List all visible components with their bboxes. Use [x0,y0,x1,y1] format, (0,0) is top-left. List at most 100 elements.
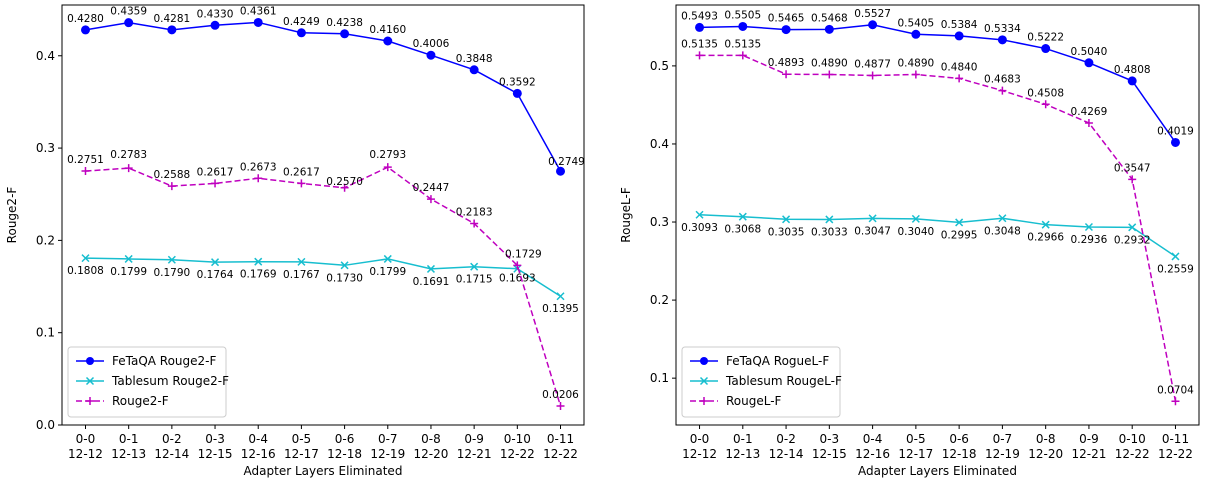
series-line [85,21,562,172]
x-tick-label-line: 12-15 [812,447,847,461]
x-tick-label: 0-2 12-14 [769,432,804,461]
series-line [699,23,1177,143]
data-label: 0.5135 [681,38,718,50]
data-label: 0.4019 [1157,125,1194,137]
x-tick-label-line: 0-10 [504,432,531,446]
data-label: 0.2617 [283,166,320,178]
data-point [470,219,479,228]
plot-frame [61,4,585,426]
legend-marker [700,357,708,365]
plot-frame [675,4,1200,426]
data-label: 0.3040 [897,226,934,238]
data-label: 0.1799 [369,266,406,278]
x-tick-label-line: 12-20 [1028,447,1063,461]
data-label: 0.2936 [1071,234,1108,246]
chart-rougel: 0.10.20.30.40.50-0 12-120-1 12-130-2 12-140… [619,4,1200,478]
x-tick-label: 0-8 12-20 [414,432,449,461]
x-tick-label-line: 12-14 [154,447,189,461]
data-label: 0.3047 [854,225,891,237]
data-label: 0.4840 [941,61,978,73]
legend-marker [700,397,708,405]
x-tick-label-line: 12-19 [985,447,1020,461]
data-label: 0.3592 [499,76,536,88]
y-tick-label: 0.0 [36,418,55,432]
series-fetaqa-rouge2-f: 0.4280 0.4359 0.4281 0.4330 0.4361 0.4249 0.42… [67,5,585,176]
data-point [1041,44,1051,54]
legend-marker [86,357,94,365]
y-tick-label: 0.4 [650,137,669,151]
data-label: 0.3093 [681,222,718,234]
x-tick-label: 0-6 12-18 [942,432,977,461]
data-point [997,35,1007,45]
data-point [211,258,220,267]
data-label: 0.5505 [724,9,761,21]
legend-box [681,346,841,418]
data-label: 0.1730 [326,272,363,284]
data-point [1041,220,1050,229]
x-tick-label-line: 0-4 [863,432,883,446]
x-tick-label-line: 0-2 [776,432,796,446]
x-tick-label-line: 12-15 [198,447,233,461]
x-tick-label-line: 12-22 [500,447,535,461]
data-point [297,179,306,188]
data-label: 0.2995 [941,229,978,241]
x-tick-label-line: 0-9 [1079,432,1099,446]
data-point [911,214,920,223]
x-tick-label-line: 0-7 [993,432,1013,446]
data-label: 0.4006 [413,38,450,50]
data-label: 0.4269 [1071,106,1108,118]
data-point [470,262,479,271]
data-point [469,65,479,75]
x-tick-label: 0-1 12-13 [111,432,146,461]
data-point [1171,252,1180,261]
x-tick-label-line: 12-17 [284,447,319,461]
data-label: 0.5135 [724,38,761,50]
data-point [998,214,1007,223]
data-label: 0.2673 [240,161,277,173]
data-point [513,261,522,270]
x-tick-label-line: 12-20 [414,447,449,461]
legend-marker [699,376,709,386]
data-label: 0.4249 [283,16,320,28]
x-tick-label-line: 12-21 [457,447,492,461]
x-tick-label: 0-3 12-15 [198,432,233,461]
y-tick-label: 0.3 [650,215,669,229]
data-point [1041,100,1050,109]
data-label: 0.5040 [1071,46,1108,58]
data-point [296,28,306,38]
data-label: 0.5405 [897,17,934,29]
data-label: 0.4683 [984,74,1021,86]
data-point [1127,76,1137,86]
y-tick-label: 0.2 [650,293,669,307]
data-point [1171,397,1180,406]
y-axis-label: Rouge2-F [5,187,19,244]
data-point [80,25,90,35]
series-line [85,166,562,407]
data-point [911,29,921,39]
y-tick-label: 0.1 [36,326,55,340]
x-tick-label-line: 0-7 [378,432,398,446]
data-label: 0.5334 [984,23,1021,35]
x-tick-label-line: 12-13 [725,447,760,461]
data-point [340,261,349,270]
data-point [824,24,834,34]
y-tick-label: 0.1 [650,371,669,385]
data-label: 0.2783 [110,149,147,161]
x-tick-label: 0-9 12-21 [1071,432,1106,461]
y-tick-label: 0.4 [36,49,55,63]
x-tick-label: 0-10 12-22 [500,432,535,461]
data-point [868,214,877,223]
series-line [85,257,561,297]
x-tick-label-line: 12-14 [769,447,804,461]
data-point [954,31,964,41]
y-tick-label: 0.5 [650,59,669,73]
data-label: 0.1729 [505,248,542,260]
data-point [124,18,134,28]
legend-marker [86,397,94,405]
data-label: 0.4330 [197,8,234,20]
x-tick-label: 0-7 12-19 [985,432,1020,461]
data-label: 0.2570 [326,176,363,188]
data-point [81,254,90,263]
